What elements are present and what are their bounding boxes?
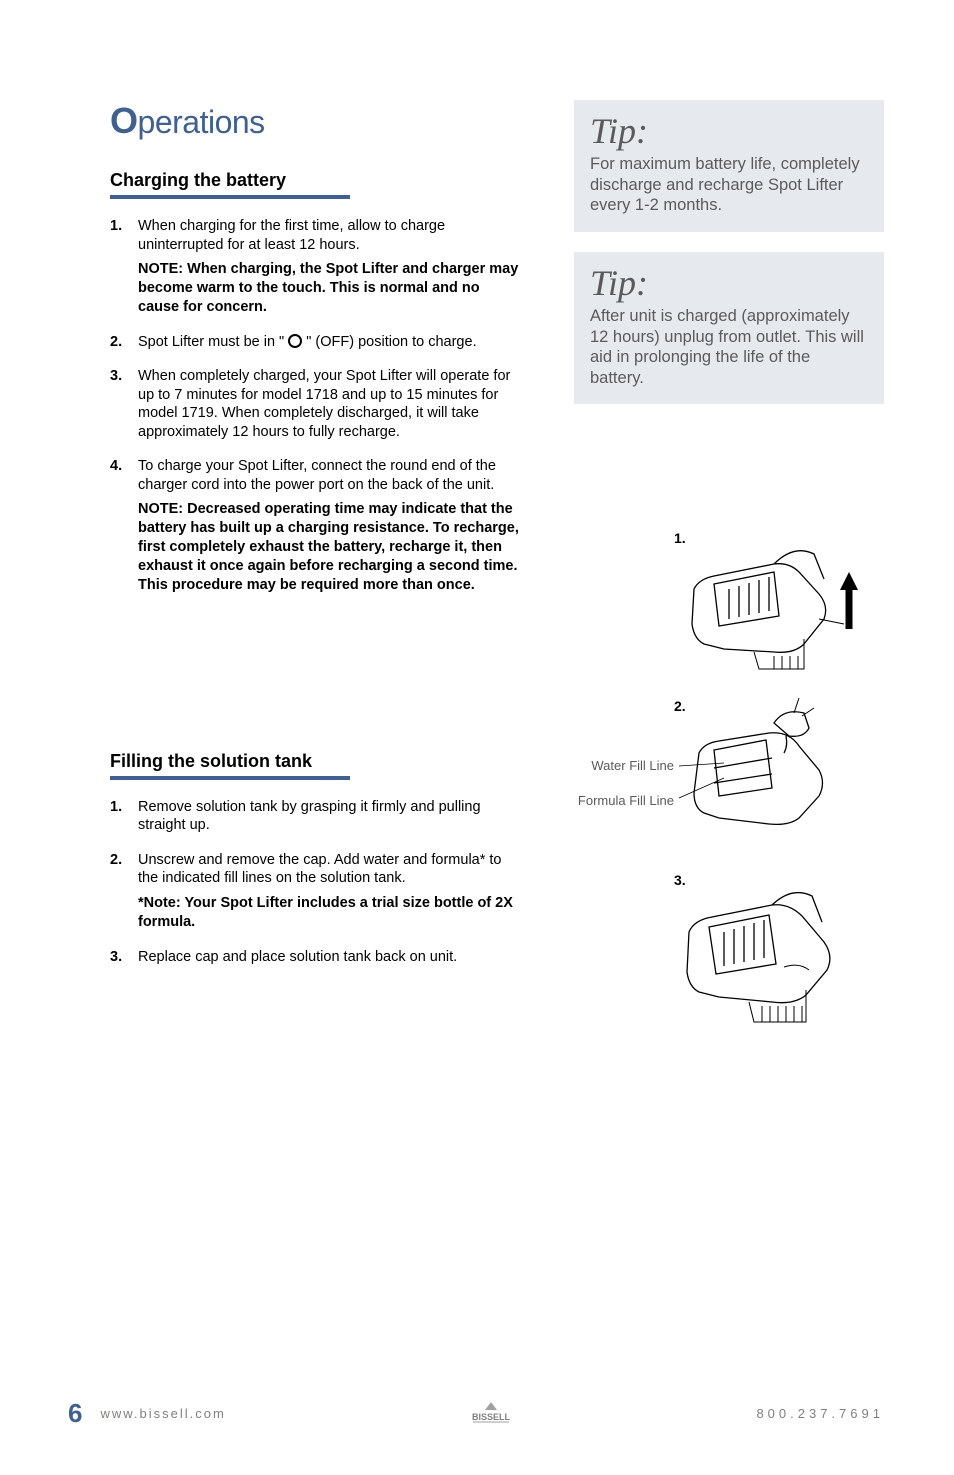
step-number: 2. — [110, 333, 138, 352]
charging-step-3: 3. When completely charged, your Spot Li… — [110, 367, 524, 441]
footer-phone: 800.237.7691 — [756, 1406, 884, 1421]
off-symbol-icon — [288, 334, 302, 348]
figure-number: 3. — [674, 872, 686, 888]
tip-title: Tip: — [590, 110, 868, 152]
charging-step-2: 2. Spot Lifter must be in " " (OFF) posi… — [110, 333, 524, 352]
heading-rule — [110, 195, 350, 199]
figure-number: 1. — [674, 530, 686, 546]
water-fill-line-label: Water Fill Line — [564, 758, 674, 773]
filling-step-2: 2. Unscrew and remove the cap. Add water… — [110, 851, 524, 932]
filling-step-3: 3. Replace cap and place solution tank b… — [110, 948, 524, 967]
charging-steps: 1. When charging for the first time, all… — [110, 217, 524, 595]
tip-box-1: Tip: For maximum battery life, completel… — [574, 100, 884, 232]
tip-box-2: Tip: After unit is charged (approximatel… — [574, 252, 884, 405]
footer-url: www.bissell.com — [100, 1406, 225, 1421]
figure-1: 1. — [644, 524, 884, 674]
step-number: 3. — [110, 948, 138, 967]
page-number: 6 — [68, 1398, 82, 1429]
figure-2: 2. Water Fill Line Formula Fill Line — [574, 698, 884, 848]
section-title-cap: O — [110, 100, 138, 141]
section-title: Operations — [110, 100, 524, 142]
filling-step-1: 1. Remove solution tank by grasping it f… — [110, 798, 524, 835]
figure-1-icon — [644, 524, 874, 674]
step-number: 4. — [110, 457, 138, 594]
charging-step-1: 1. When charging for the first time, all… — [110, 217, 524, 317]
step-text: When charging for the first time, allow … — [138, 218, 445, 253]
charging-heading: Charging the battery — [110, 170, 524, 191]
step-note: *Note: Your Spot Lifter includes a trial… — [138, 894, 524, 932]
step-number: 1. — [110, 217, 138, 317]
tip-text: After unit is charged (approximately 12 … — [590, 306, 868, 389]
step-text: Unscrew and remove the cap. Add water an… — [138, 852, 502, 887]
tip-title: Tip: — [590, 262, 868, 304]
step-number: 1. — [110, 798, 138, 835]
step-note: NOTE: When charging, the Spot Lifter and… — [138, 260, 524, 317]
step-text: Remove solution tank by grasping it firm… — [138, 799, 481, 834]
bissell-logo-icon: BISSELL — [463, 1400, 519, 1427]
step-text: When completely charged, your Spot Lifte… — [138, 368, 510, 440]
step-text-pre: Spot Lifter must be in " — [138, 334, 288, 350]
heading-rule — [110, 776, 350, 780]
figure-3-icon — [644, 872, 874, 1032]
figure-number: 2. — [674, 698, 686, 714]
step-text-post: " (OFF) position to charge. — [302, 334, 476, 350]
filling-heading: Filling the solution tank — [110, 751, 524, 772]
step-note: NOTE: Decreased operating time may indic… — [138, 500, 524, 594]
step-text: To charge your Spot Lifter, connect the … — [138, 458, 496, 493]
figure-3: 3. — [644, 872, 884, 1032]
step-number: 2. — [110, 851, 138, 932]
filling-steps: 1. Remove solution tank by grasping it f… — [110, 798, 524, 966]
page-footer: 6 www.bissell.com BISSELL 800.237.7691 — [0, 1398, 954, 1429]
step-text: Replace cap and place solution tank back… — [138, 949, 457, 965]
step-number: 3. — [110, 367, 138, 441]
svg-text:BISSELL: BISSELL — [472, 1412, 511, 1422]
section-title-rest: perations — [138, 104, 265, 140]
tip-text: For maximum battery life, completely dis… — [590, 154, 868, 216]
formula-fill-line-label: Formula Fill Line — [564, 793, 674, 808]
charging-step-4: 4. To charge your Spot Lifter, connect t… — [110, 457, 524, 594]
